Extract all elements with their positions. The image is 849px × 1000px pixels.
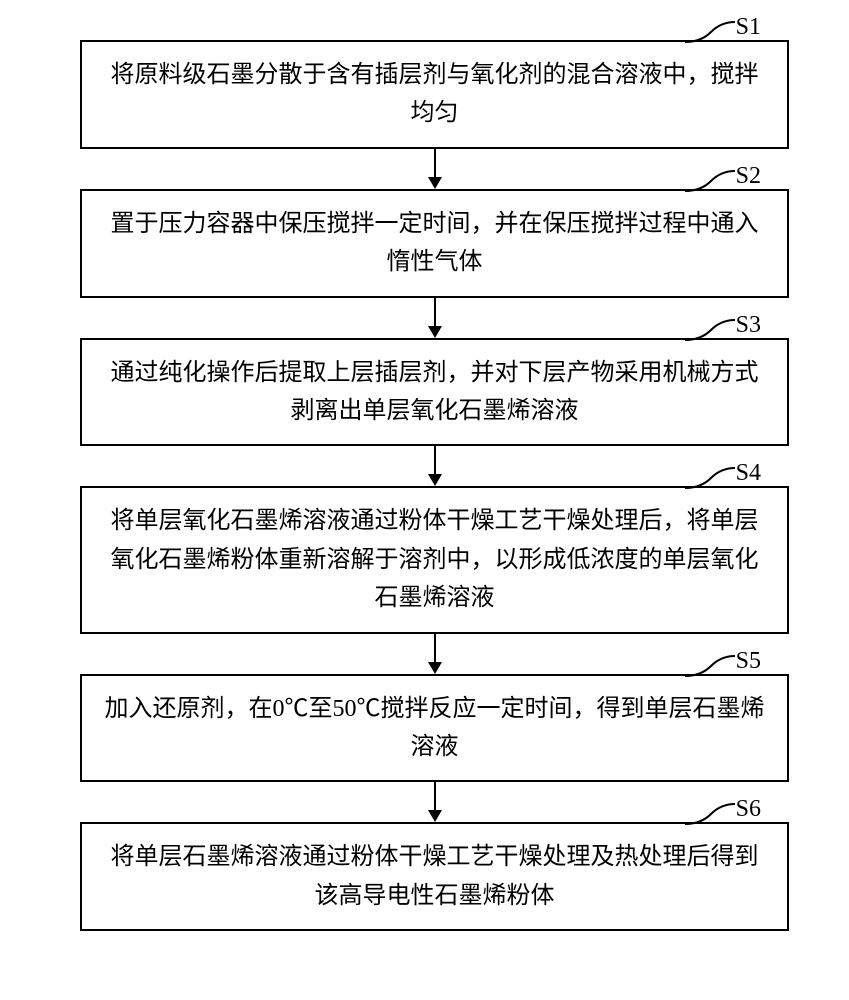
step-wrap-s3: S3通过纯化操作后提取上层插层剂，并对下层产物采用机械方式剥离出单层氧化石墨烯溶… bbox=[80, 338, 789, 447]
step-box: 加入还原剂，在0℃至50℃搅拌反应一定时间，得到单层石墨烯溶液 bbox=[80, 674, 789, 783]
step-box: 置于压力容器中保压搅拌一定时间，并在保压搅拌过程中通入惰性气体 bbox=[80, 189, 789, 298]
step-label: S2 bbox=[736, 163, 761, 190]
arrow-head bbox=[428, 177, 442, 189]
arrow-line bbox=[434, 782, 436, 812]
arrow-head bbox=[428, 662, 442, 674]
step-label: S6 bbox=[736, 796, 761, 823]
arrow-down-icon bbox=[428, 782, 442, 822]
arrow-head bbox=[428, 326, 442, 338]
arrow-line bbox=[434, 149, 436, 179]
step-wrap-s1: S1将原料级石墨分散于含有插层剂与氧化剂的混合溶液中，搅拌均匀 bbox=[80, 40, 789, 149]
arrow-line bbox=[434, 446, 436, 476]
arrow-line bbox=[434, 634, 436, 664]
step-label: S1 bbox=[736, 14, 761, 41]
arrow-down-icon bbox=[428, 149, 442, 189]
arrow-head bbox=[428, 474, 442, 486]
step-box: 将单层氧化石墨烯溶液通过粉体干燥工艺干燥处理后，将单层氧化石墨烯粉体重新溶解于溶… bbox=[80, 486, 789, 633]
step-wrap-s2: S2置于压力容器中保压搅拌一定时间，并在保压搅拌过程中通入惰性气体 bbox=[80, 189, 789, 298]
step-wrap-s5: S5加入还原剂，在0℃至50℃搅拌反应一定时间，得到单层石墨烯溶液 bbox=[80, 674, 789, 783]
step-box: 将原料级石墨分散于含有插层剂与氧化剂的混合溶液中，搅拌均匀 bbox=[80, 40, 789, 149]
step-label: S4 bbox=[736, 460, 761, 487]
arrow-down-icon bbox=[428, 298, 442, 338]
step-wrap-s4: S4将单层氧化石墨烯溶液通过粉体干燥工艺干燥处理后，将单层氧化石墨烯粉体重新溶解… bbox=[80, 486, 789, 633]
step-label: S3 bbox=[736, 312, 761, 339]
step-box: 将单层石墨烯溶液通过粉体干燥工艺干燥处理及热处理后得到该高导电性石墨烯粉体 bbox=[80, 822, 789, 931]
step-wrap-s6: S6将单层石墨烯溶液通过粉体干燥工艺干燥处理及热处理后得到该高导电性石墨烯粉体 bbox=[80, 822, 789, 931]
arrow-head bbox=[428, 810, 442, 822]
arrow-line bbox=[434, 298, 436, 328]
step-label: S5 bbox=[736, 648, 761, 675]
arrow-down-icon bbox=[428, 446, 442, 486]
step-box: 通过纯化操作后提取上层插层剂，并对下层产物采用机械方式剥离出单层氧化石墨烯溶液 bbox=[80, 338, 789, 447]
flowchart-container: S1将原料级石墨分散于含有插层剂与氧化剂的混合溶液中，搅拌均匀 S2置于压力容器中… bbox=[80, 40, 789, 931]
arrow-down-icon bbox=[428, 634, 442, 674]
